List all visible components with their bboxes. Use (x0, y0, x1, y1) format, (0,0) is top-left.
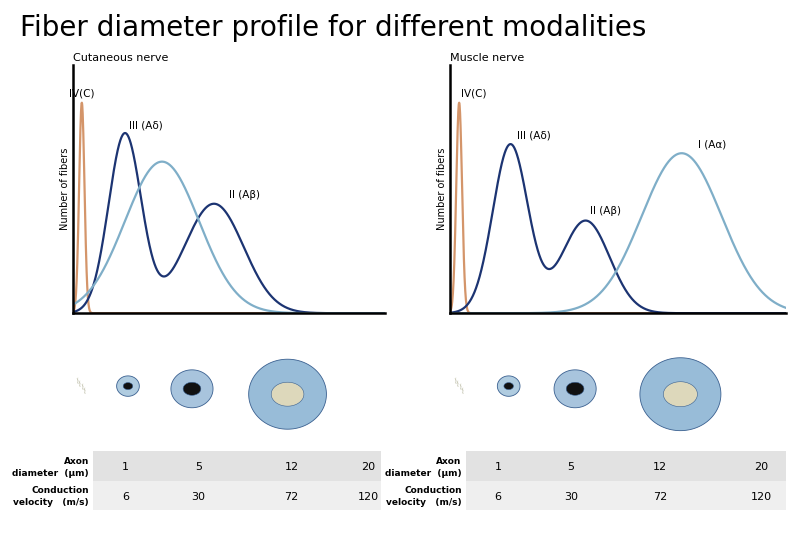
Text: Conduction: Conduction (404, 487, 462, 496)
Text: 120: 120 (358, 492, 379, 502)
Text: /: / (461, 387, 466, 394)
Text: I (Aα): I (Aα) (697, 139, 726, 149)
Text: /: / (454, 377, 458, 384)
Y-axis label: Number of fibers: Number of fibers (437, 148, 447, 230)
Text: IV(C): IV(C) (69, 89, 95, 98)
Text: 12: 12 (284, 462, 299, 472)
Text: 120: 120 (751, 492, 772, 502)
Text: /: / (456, 381, 461, 387)
Text: 20: 20 (754, 462, 769, 472)
Text: /: / (78, 381, 83, 387)
Y-axis label: Number of fibers: Number of fibers (60, 148, 70, 230)
Text: Fiber diameter profile for different modalities: Fiber diameter profile for different mod… (20, 14, 646, 42)
Text: IV(C): IV(C) (461, 89, 486, 98)
Text: /: / (458, 384, 463, 390)
Text: 6: 6 (495, 492, 501, 502)
Text: 30: 30 (191, 492, 206, 502)
Text: Cutaneous nerve: Cutaneous nerve (73, 52, 168, 63)
Text: 1: 1 (495, 462, 501, 472)
Text: Axon: Axon (64, 457, 89, 466)
Text: 72: 72 (653, 492, 667, 502)
Text: /: / (80, 384, 85, 390)
Text: II (Aβ): II (Aβ) (590, 206, 621, 217)
Text: III (Aδ): III (Aδ) (517, 131, 551, 140)
Text: 20: 20 (361, 462, 376, 472)
Text: Conduction: Conduction (32, 487, 89, 496)
Text: 1: 1 (122, 462, 129, 472)
Text: /: / (83, 387, 87, 394)
Text: 5: 5 (568, 462, 574, 472)
Text: Axon: Axon (437, 457, 462, 466)
Text: diameter  (μm): diameter (μm) (12, 469, 89, 478)
Text: III (Aδ): III (Aδ) (130, 120, 163, 130)
Text: velocity   (m/s): velocity (m/s) (14, 498, 89, 508)
Text: 30: 30 (564, 492, 578, 502)
Text: diameter  (μm): diameter (μm) (385, 469, 462, 478)
Text: Muscle nerve: Muscle nerve (450, 52, 524, 63)
Text: 6: 6 (122, 492, 129, 502)
Text: 72: 72 (284, 492, 299, 502)
Text: /: / (75, 377, 80, 384)
Text: 5: 5 (195, 462, 202, 472)
Text: velocity   (m/s): velocity (m/s) (386, 498, 462, 508)
Text: II (Aβ): II (Aβ) (228, 190, 260, 199)
Text: 12: 12 (653, 462, 667, 472)
